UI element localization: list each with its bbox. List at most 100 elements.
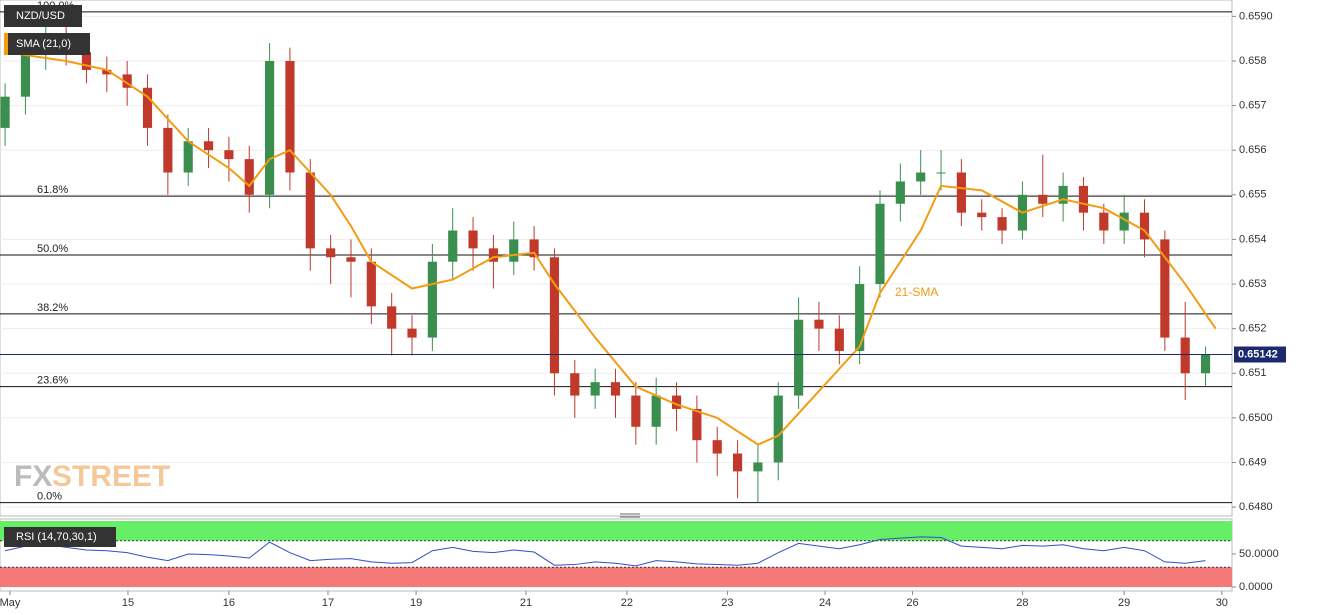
x-tick-label: 24 xyxy=(819,597,831,609)
plot-frame xyxy=(0,0,1233,517)
candle-body xyxy=(590,382,600,396)
candle-body xyxy=(875,203,885,285)
candle-body xyxy=(814,319,824,329)
legend-rsi: RSI (14,70,30,1) xyxy=(16,531,97,543)
candle-body xyxy=(20,52,31,97)
rsi-band xyxy=(0,567,1232,587)
x-tick-label: 22 xyxy=(621,597,633,609)
y-tick-label: 0.656 xyxy=(1239,144,1267,156)
x-tick-label: 28 xyxy=(1016,597,1028,609)
legend-sma: SMA (21,0) xyxy=(16,38,71,50)
y-tick-label: 0.0000 xyxy=(1239,581,1273,593)
candle-body xyxy=(712,440,722,454)
candle-body xyxy=(529,239,539,258)
x-tick-label: 29 xyxy=(1118,597,1130,609)
candle-body xyxy=(1058,185,1068,204)
y-tick-label: 0.6480 xyxy=(1239,501,1273,513)
fib-label: 0.0% xyxy=(37,491,62,503)
candle-body xyxy=(0,96,10,128)
sma-line xyxy=(4,51,1217,446)
candle-body xyxy=(244,159,254,195)
candle-body xyxy=(1180,337,1190,374)
fib-label: 23.6% xyxy=(37,375,68,387)
candle-body xyxy=(488,248,498,262)
candle-body xyxy=(1038,194,1048,204)
candle-body xyxy=(448,230,458,262)
sma-annotation: 21-SMA xyxy=(895,285,938,299)
logo-street: STREET xyxy=(52,460,170,493)
candle-body xyxy=(122,74,132,88)
candle-body xyxy=(203,141,214,151)
candle-body xyxy=(631,395,641,427)
x-tick-label: 21 xyxy=(520,597,532,609)
x-tick-label: 23 xyxy=(721,597,733,609)
candle-body xyxy=(773,395,783,463)
candle-body xyxy=(163,127,173,173)
candle-body xyxy=(1139,212,1150,240)
candle-body xyxy=(81,52,92,70)
candle-body xyxy=(1200,354,1211,374)
candle-body xyxy=(936,172,946,174)
y-tick-label: 0.654 xyxy=(1239,233,1267,245)
candle-body xyxy=(692,408,702,441)
fib-label: 50.0% xyxy=(37,243,68,255)
candle-body xyxy=(224,150,234,160)
x-tick-label: 16 xyxy=(223,597,235,609)
candle-body xyxy=(610,382,621,396)
candle-body xyxy=(1078,185,1089,213)
candle-body xyxy=(265,60,275,195)
y-tick-label: 0.652 xyxy=(1239,323,1267,335)
candle-body xyxy=(285,60,295,173)
last-price-label: 0.65142 xyxy=(1238,348,1278,360)
y-tick-label: 0.653 xyxy=(1239,278,1267,290)
candle-body xyxy=(855,284,865,351)
candle-body xyxy=(977,212,987,218)
candle-body xyxy=(366,261,376,307)
candle-body xyxy=(549,257,560,374)
logo-fx: FX xyxy=(14,460,52,493)
y-tick-label: 0.649 xyxy=(1239,456,1267,468)
y-tick-label: 50.0000 xyxy=(1239,548,1279,560)
candle-body xyxy=(671,395,682,409)
legend-box xyxy=(8,33,90,55)
last-price-box xyxy=(1234,346,1286,363)
rsi-line xyxy=(4,536,1206,567)
candle-body xyxy=(142,87,153,128)
candle-body xyxy=(427,261,437,338)
fib-label: 61.8% xyxy=(37,184,68,196)
panel-handle xyxy=(620,513,640,518)
candle-body xyxy=(183,141,193,173)
candle-body xyxy=(326,248,336,258)
candle-body xyxy=(387,306,397,329)
legend-box xyxy=(4,527,116,547)
candle-body xyxy=(468,230,478,249)
x-tick-label: 15 xyxy=(122,597,134,609)
x-tick-label: 17 xyxy=(322,597,334,609)
candle-body xyxy=(732,453,743,472)
candle-body xyxy=(102,69,112,75)
candle-body xyxy=(1160,239,1170,338)
rsi-band xyxy=(0,521,1232,541)
x-tick-label: 30 xyxy=(1216,597,1228,609)
legend-box xyxy=(4,5,82,27)
x-tick-label: 26 xyxy=(906,597,918,609)
legend-title: NZD/USD xyxy=(16,10,65,22)
candle-body xyxy=(407,328,417,338)
candle-body xyxy=(895,181,905,204)
y-tick-label: 0.6590 xyxy=(1239,10,1273,22)
legend-swatch xyxy=(4,33,8,55)
y-tick-label: 0.658 xyxy=(1239,55,1267,67)
candle-body xyxy=(651,395,661,427)
candle-body xyxy=(753,462,763,472)
x-tick-label: May xyxy=(0,597,21,609)
candle-body xyxy=(509,239,519,262)
candle-body xyxy=(305,172,315,249)
y-tick-label: 0.6500 xyxy=(1239,412,1273,424)
y-tick-label: 0.657 xyxy=(1239,100,1267,112)
candle-body xyxy=(1119,212,1129,231)
candle-body xyxy=(834,328,844,351)
candle-body xyxy=(570,373,580,396)
candle-body xyxy=(794,319,804,396)
fib-label: 38.2% xyxy=(37,302,68,314)
